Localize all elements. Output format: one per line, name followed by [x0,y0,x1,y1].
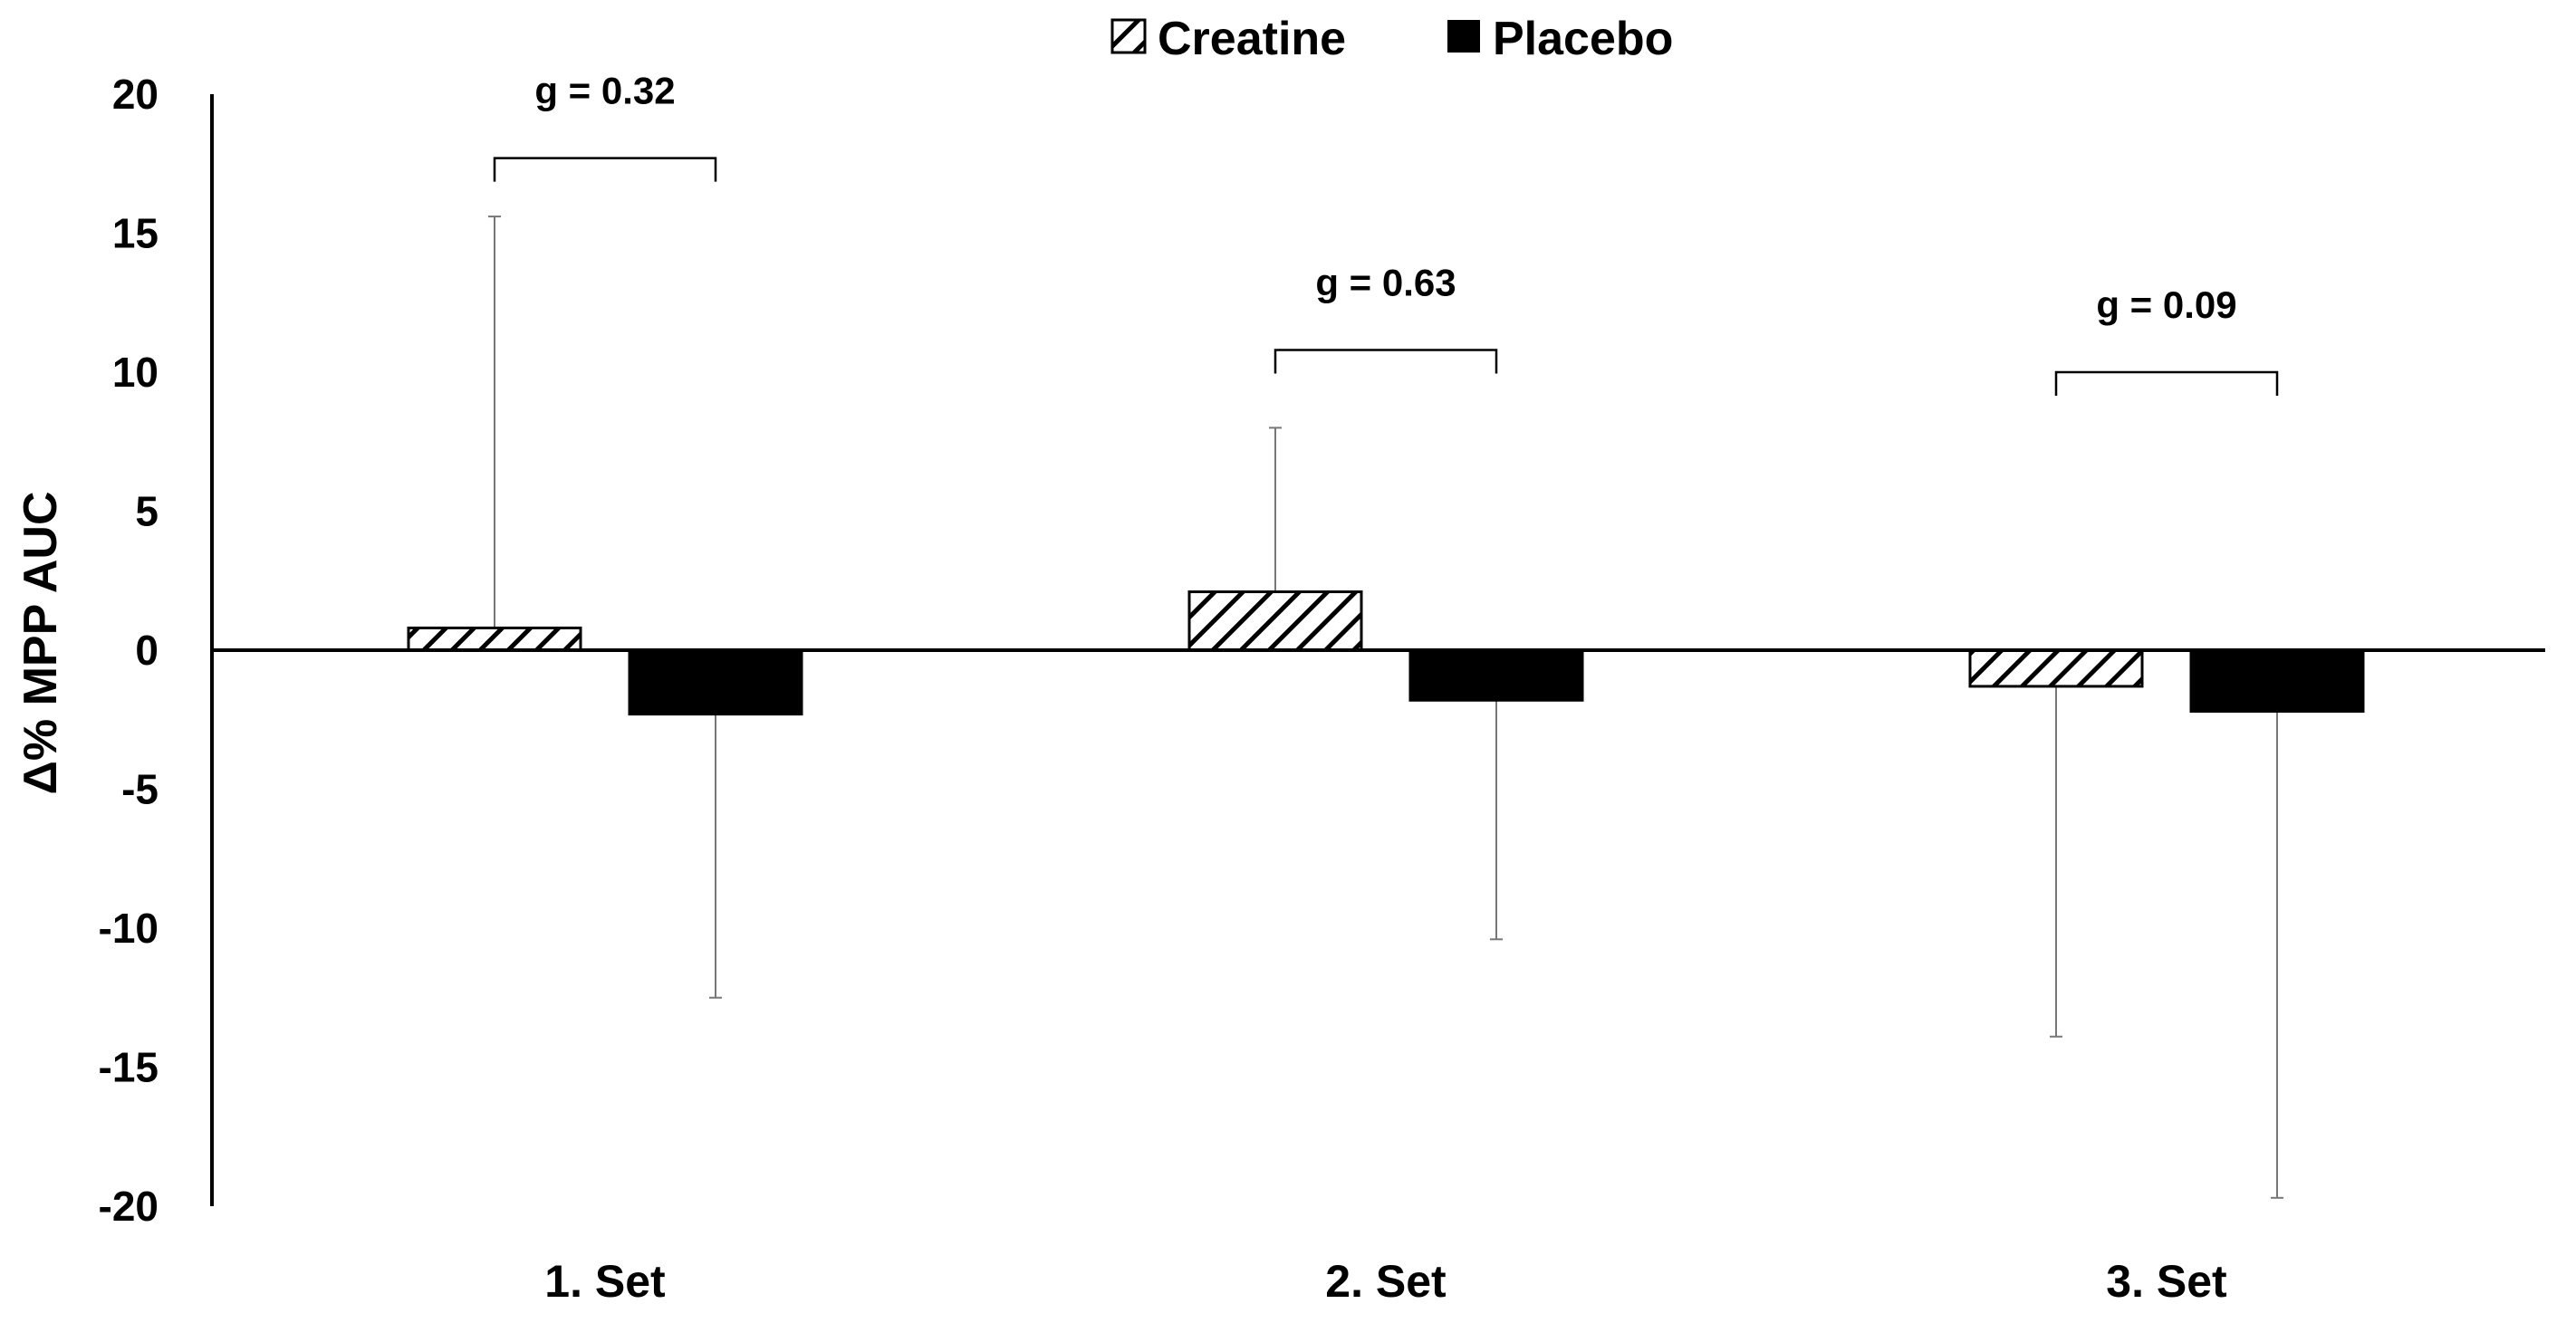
y-tick-label: 15 [112,210,159,257]
y-axis-title: Δ% MPP AUC [14,492,67,795]
y-tick-label: -5 [121,766,159,813]
effect-size-label: g = 0.09 [2096,283,2236,326]
effect-size-label: g = 0.63 [1315,261,1456,303]
error-bars [488,216,2283,1199]
x-category-label: 1. Set [544,1256,666,1307]
x-category-label: 3. Set [2106,1256,2227,1307]
y-tick-label: 20 [112,71,159,118]
effect-size-annotations: g = 0.32 g = 0.63 g = 0.09 [493,70,2279,396]
bar-creatine-3 [1968,648,2144,688]
legend: Creatine Placebo [1110,13,1673,65]
x-axis-category-labels: 1. Set 2. Set 3. Set [544,1256,2227,1307]
y-tick-label: 5 [135,488,159,535]
y-axis-ticks: 20 15 10 5 0 -5 -10 -15 -20 [99,71,159,1230]
x-category-label: 2. Set [1325,1256,1447,1307]
bar-creatine-1 [407,626,582,652]
significance-bracket [493,157,717,182]
y-tick-label: 0 [135,627,159,674]
bar-placebo-3 [2189,648,2365,714]
legend-label-creatine: Creatine [1158,13,1346,65]
y-tick-label: -10 [99,905,159,952]
effect-size-label: g = 0.32 [534,70,675,112]
significance-bracket [1274,349,1498,374]
bars [407,590,2365,716]
bar-placebo-1 [628,648,803,716]
y-tick-label: -20 [99,1183,159,1230]
legend-label-placebo: Placebo [1493,13,1673,65]
y-tick-label: -15 [99,1044,159,1091]
legend-swatch-placebo [1447,20,1480,53]
bar-placebo-2 [1408,648,1584,702]
y-tick-label: 10 [112,349,159,396]
legend-swatch-creatine [1110,18,1147,54]
significance-bracket [2054,370,2279,396]
bar-creatine-2 [1187,590,1363,652]
